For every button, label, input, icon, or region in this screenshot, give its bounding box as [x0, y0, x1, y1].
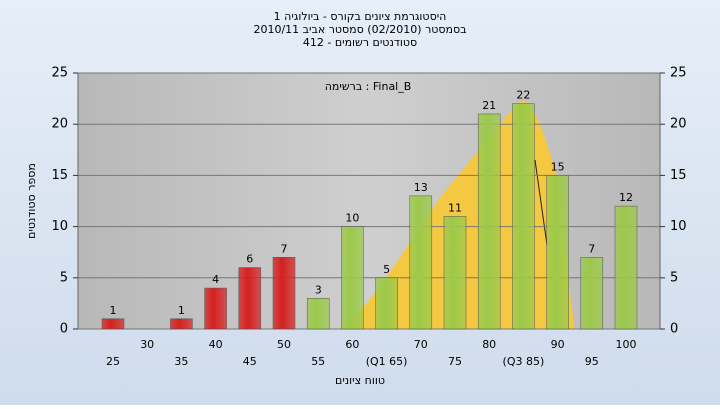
y2-tick-label: 5: [670, 270, 678, 285]
x-tick-label: 95: [585, 355, 599, 368]
data-label: 11: [448, 201, 462, 214]
x-tick-label: 50: [277, 338, 291, 351]
bar: [204, 287, 227, 330]
data-label: 7: [281, 242, 288, 255]
bar: [546, 175, 569, 330]
bar: [272, 257, 296, 330]
x-tick-label: (Q1 65): [366, 355, 408, 368]
data-label: 21: [482, 99, 496, 112]
x-tick-label: 40: [209, 338, 223, 351]
x-tick-label: 100: [616, 338, 637, 351]
data-label: 12: [619, 191, 633, 204]
bar: [443, 216, 467, 330]
bar: [409, 195, 433, 330]
x-axis-label: טווח ציונים: [335, 374, 385, 387]
x-tick-label: 60: [345, 338, 359, 351]
chart-subtitle: סטודנטים רשומים - 412: [303, 36, 417, 49]
data-label: 15: [551, 160, 565, 173]
y2-tick-label: 15: [670, 168, 687, 183]
plot-area: [77, 72, 661, 330]
x-tick-label: 80: [482, 338, 496, 351]
x-tick-label: 45: [243, 355, 257, 368]
x-tick-label: 90: [551, 338, 565, 351]
y-tick-label: 10: [51, 219, 68, 234]
bar: [170, 318, 193, 330]
y-tick-label: 20: [51, 117, 68, 132]
x-tick-label: 25: [106, 355, 120, 368]
data-label: 6: [246, 253, 253, 266]
chart-subtitle: בסמסטר (02/2010) סמסטר אביב 2010/11: [253, 23, 466, 36]
y2-tick-label: 20: [670, 117, 687, 132]
x-tick-label: 30: [140, 338, 154, 351]
bar: [306, 298, 330, 330]
data-label: 7: [588, 242, 595, 255]
data-label: 5: [383, 263, 390, 276]
y-tick-label: 0: [60, 322, 68, 337]
data-label: 13: [414, 181, 428, 194]
x-tick-label: 70: [414, 338, 428, 351]
data-label: 1: [110, 304, 117, 317]
bar: [238, 267, 262, 330]
bar: [477, 113, 501, 330]
annotation: ברשימה : Final_B: [325, 80, 412, 93]
distribution-line: [534, 159, 548, 246]
y-axis-label: מספר סטודנטים: [25, 163, 38, 239]
x-tick-label: (Q3 85): [503, 355, 545, 368]
data-label: 10: [345, 212, 359, 225]
bar: [375, 277, 398, 330]
data-label: 22: [516, 89, 530, 102]
x-tick-label: 75: [448, 355, 462, 368]
data-label: 3: [315, 283, 322, 296]
y2-tick-label: 0: [670, 322, 678, 337]
bar: [512, 103, 535, 330]
bar: [101, 318, 125, 330]
x-tick-label: 55: [311, 355, 325, 368]
bar: [580, 257, 604, 330]
y2-tick-label: 25: [670, 66, 687, 81]
data-label: 4: [212, 273, 219, 286]
y-tick-label: 15: [51, 168, 68, 183]
bar: [614, 205, 638, 330]
chart-title: היסטוגרמת ציונים בקורס - ביולוגיה 1: [274, 10, 447, 23]
bar: [341, 226, 364, 330]
y-tick-label: 5: [60, 270, 68, 285]
x-tick-label: 35: [174, 355, 188, 368]
y-tick-label: 25: [51, 66, 68, 81]
y2-tick-label: 10: [670, 219, 687, 234]
data-label: 1: [178, 304, 185, 317]
